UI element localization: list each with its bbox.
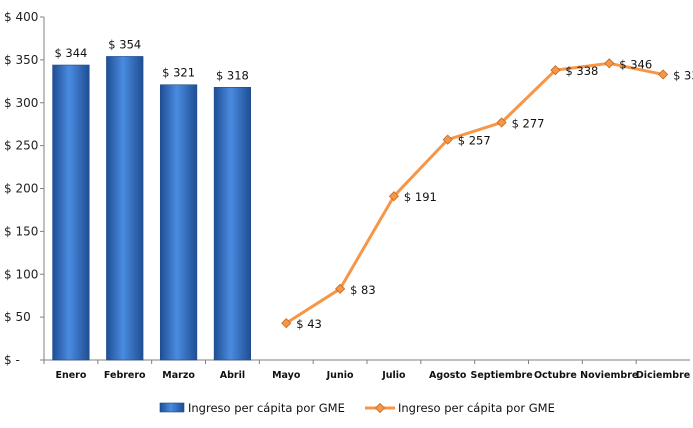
legend-line-marker (374, 402, 386, 414)
x-tick-label: Octubre (534, 370, 577, 381)
legend-bar-swatch (159, 402, 185, 413)
series-line (285, 61, 664, 325)
x-tick-label: Julio (381, 370, 406, 381)
line-data-label: $ 43 (296, 317, 322, 331)
x-tick-label: Marzo (162, 370, 195, 381)
bar (213, 87, 252, 361)
x-tick-label: Mayo (272, 370, 301, 381)
line-data-label: $ 191 (404, 190, 437, 204)
y-tick-label: $ - (4, 353, 20, 367)
legend: Ingreso per cápita por GME Ingreso per cá… (159, 401, 555, 415)
bar-data-label: $ 318 (216, 68, 249, 82)
line-point (335, 283, 346, 294)
legend-bar-label: Ingreso per cápita por GME (188, 401, 345, 415)
x-tick-label: Diciembre (636, 370, 690, 381)
line-point (604, 58, 615, 69)
x-tick-label: Febrero (104, 370, 146, 381)
line-point (658, 69, 669, 80)
line-data-label: $ 83 (350, 283, 376, 297)
line-data-label: $ 257 (458, 134, 491, 148)
y-tick-label: $ 350 (4, 53, 38, 67)
bar-series (52, 56, 252, 361)
y-tick-label: $ 150 (4, 224, 38, 238)
y-tick-label: $ 50 (4, 310, 31, 324)
line-point (281, 318, 292, 329)
data-labels: $ 344 $ 354 $ 321 $ 318 $ 43 $ 83 $ 191 $ 257 $ … (54, 37, 693, 331)
line-data-label: $ 346 (619, 57, 652, 71)
line-point (496, 117, 507, 128)
line-point (388, 191, 399, 202)
x-axis: Enero Febrero Marzo Abril Mayo Junio Julio Agos… (43, 359, 690, 381)
x-tick-label: Noviembre (580, 370, 638, 381)
bar (52, 64, 90, 361)
y-tick-label: $ 250 (4, 139, 38, 153)
x-tick-label: Enero (55, 370, 86, 381)
y-tick-label: $ 200 (4, 182, 38, 196)
x-tick-label: Septiembre (471, 370, 533, 381)
line-data-label: $ 338 (565, 64, 598, 78)
y-tick-label: $ 100 (4, 267, 38, 281)
y-tick-label: $ 300 (4, 96, 38, 110)
bar-data-label: $ 344 (54, 46, 87, 60)
line-point (442, 134, 453, 145)
x-tick-label: Agosto (429, 370, 467, 381)
line-series (281, 58, 669, 329)
bar (106, 56, 144, 361)
bar-data-label: $ 321 (162, 66, 195, 80)
line-data-label: $ 277 (512, 116, 545, 130)
x-tick-label: Junio (326, 370, 354, 381)
bar (159, 84, 198, 361)
line-data-label: $ 333 (673, 68, 693, 82)
x-tick-label: Abril (220, 370, 245, 381)
line-point (550, 65, 561, 76)
y-tick-label: $ 400 (4, 10, 38, 24)
legend-line-label: Ingreso per cápita por GME (398, 401, 555, 415)
bar-data-label: $ 354 (108, 37, 141, 51)
y-axis: $ - $ 50 $ 100 $ 150 $ 200 $ 250 $ 300 $ 350 $ 4… (4, 10, 45, 367)
